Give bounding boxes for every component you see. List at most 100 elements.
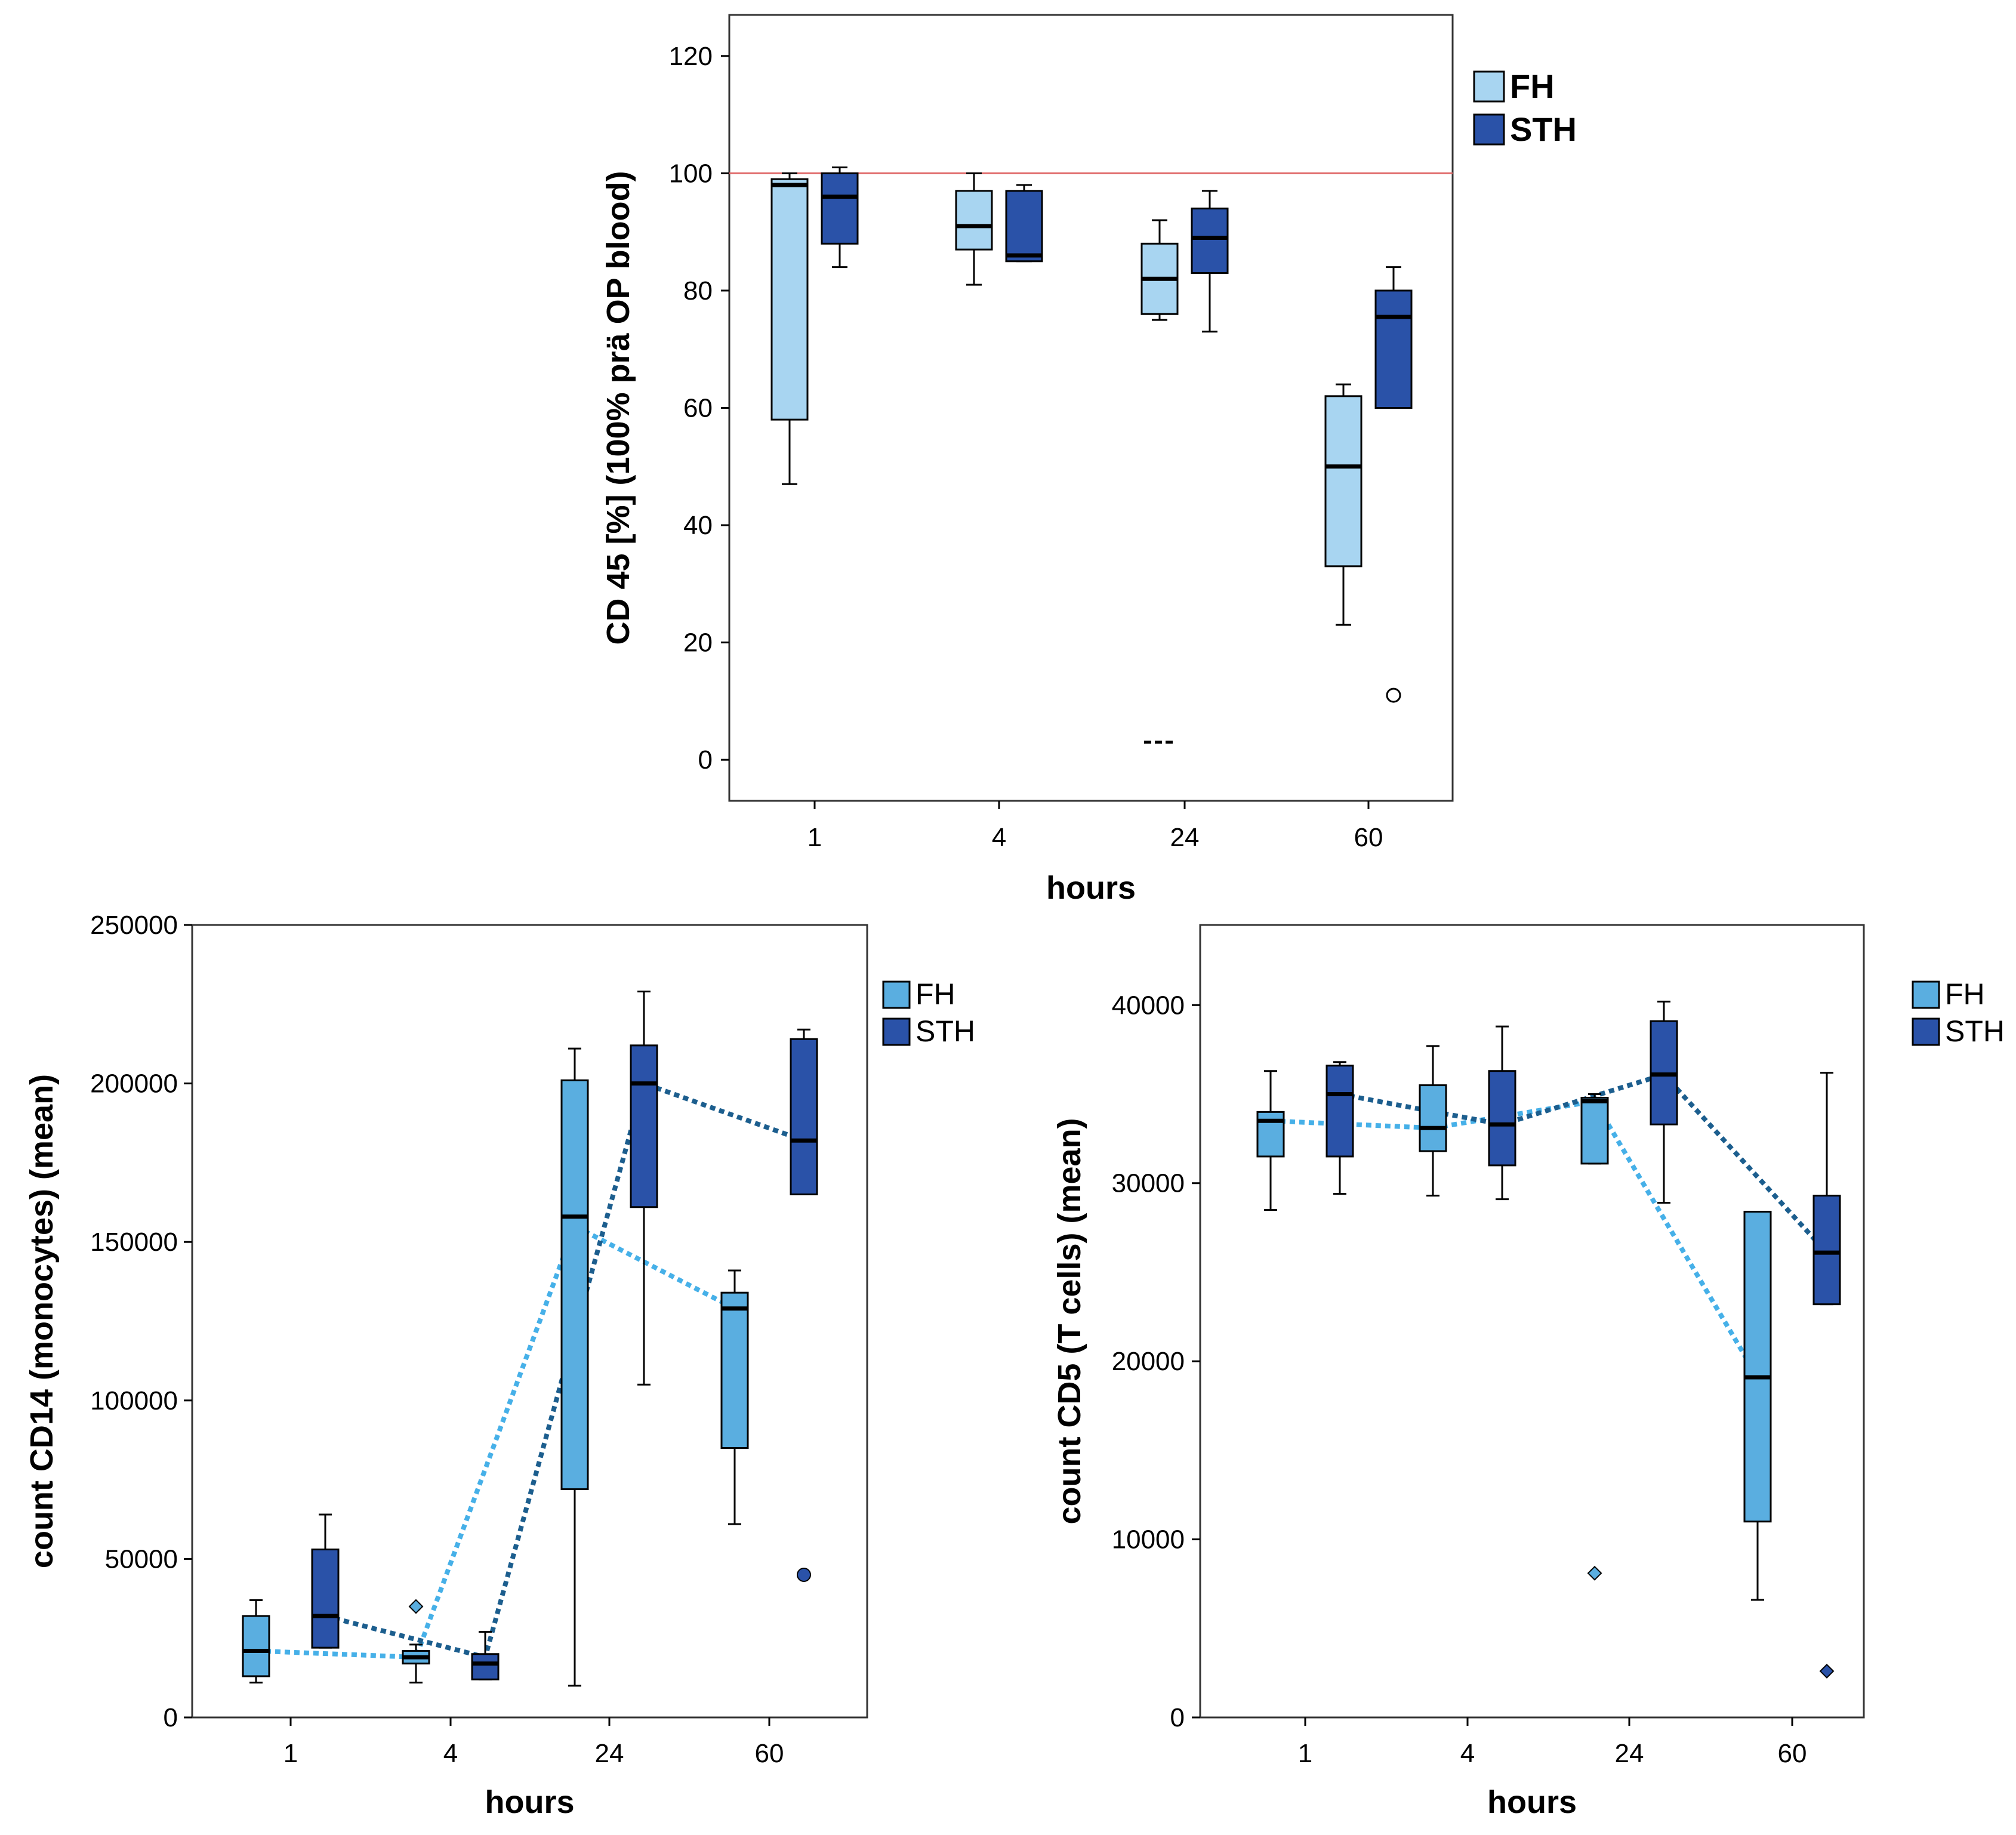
box-sth-4h <box>1488 1025 1516 1201</box>
box-body <box>1488 1070 1516 1167</box>
box-body <box>955 190 993 251</box>
x-tick-label: 60 <box>1778 1739 1807 1768</box>
box-body <box>1256 1111 1285 1158</box>
x-tick-label: 60 <box>755 1739 784 1768</box>
legend-label-fh: FH <box>1945 977 1985 1011</box>
box-body <box>1191 207 1229 274</box>
legend-label-sth: STH <box>1945 1014 2005 1048</box>
outlier-marker <box>1587 1565 1602 1581</box>
series-fh <box>1256 1045 1772 1601</box>
y-tick-label: 20 <box>683 628 713 658</box>
box-body <box>790 1038 818 1196</box>
x-tick-label: 4 <box>1460 1739 1475 1768</box>
box-sth-60h <box>790 1028 818 1196</box>
outlier-marker <box>1819 1663 1835 1679</box>
box-fh-60h <box>720 1269 749 1525</box>
chart-3: 0 10000 20000 30000 40000 1 4 24 60 hours count CD… <box>1052 924 2005 1820</box>
box-fh-60h <box>1743 1210 1772 1601</box>
y-tick-label: 100 <box>669 159 713 188</box>
legend-swatch-fh <box>882 980 911 1009</box>
y-tick-label: 30000 <box>1112 1169 1185 1198</box>
y-tick-label: 100000 <box>90 1386 178 1415</box>
x-tick-label: 24 <box>1170 823 1200 852</box>
y-axis-title: count CD14 (monocytes) (mean) <box>24 1074 60 1568</box>
box-sth-60h <box>1374 266 1413 409</box>
box-body <box>560 1079 589 1491</box>
x-tick-label: 1 <box>283 1739 298 1768</box>
box-body <box>1374 289 1413 409</box>
box-sth-60h <box>1812 1072 1841 1306</box>
box-sth-24h <box>1650 1000 1678 1204</box>
box-fh-24h <box>560 1047 589 1687</box>
x-tick-label: 60 <box>1354 823 1383 852</box>
legend-swatch-sth <box>882 1017 911 1046</box>
box-body <box>630 1044 658 1208</box>
box-body <box>1005 190 1043 263</box>
y-tick-label: 40 <box>683 511 713 540</box>
box-body <box>1580 1096 1609 1165</box>
y-tick-label: 200000 <box>90 1069 178 1099</box>
y-tick-label: 80 <box>683 276 713 306</box>
y-tick-label: 250000 <box>90 911 178 940</box>
series-fh <box>770 172 1363 744</box>
box-fh-4h <box>1419 1045 1447 1197</box>
box-fh-24h <box>1580 1093 1609 1165</box>
series-sth <box>1325 1000 1841 1679</box>
box-sth-1h <box>821 166 859 269</box>
series-sth <box>311 991 818 1680</box>
series-fh <box>242 1047 749 1687</box>
box-fh-4h <box>402 1643 430 1684</box>
y-axis-title: count CD5 (T cells) (mean) <box>1052 1118 1087 1524</box>
y-tick-label: 20000 <box>1112 1347 1185 1376</box>
outlier-marker <box>797 1567 811 1582</box>
chart-2: 0 50000 100000 150000 200000 250000 1 4 24 60 hour… <box>24 911 975 1820</box>
y-tick-label: 10000 <box>1112 1525 1185 1555</box>
y-tick-label: 40000 <box>1112 991 1185 1020</box>
y-tick-label: 150000 <box>90 1228 178 1257</box>
outlier-marker <box>1386 687 1401 703</box>
legend-swatch-fh <box>1912 980 1940 1009</box>
box-body <box>1324 395 1363 568</box>
x-axis-title: hours <box>1046 870 1136 906</box>
box-body <box>242 1615 270 1677</box>
box-body <box>720 1291 749 1449</box>
box-body <box>311 1548 340 1649</box>
legend-label-sth: STH <box>1510 110 1577 148</box>
box-fh-1h <box>770 172 809 485</box>
box-body <box>1325 1065 1354 1158</box>
box-sth-24h <box>630 991 658 1386</box>
y-tick-label: 0 <box>698 745 713 775</box>
box-body <box>821 172 859 245</box>
box-fh-1h <box>242 1599 270 1684</box>
x-tick-label: 1 <box>807 823 822 852</box>
box-sth-24h <box>1191 190 1229 333</box>
box-body <box>471 1653 500 1680</box>
x-tick-label: 4 <box>443 1739 458 1768</box>
box-sth-4h <box>471 1631 500 1680</box>
box-body <box>770 178 809 421</box>
box-body <box>1812 1195 1841 1306</box>
y-tick-label: 120 <box>669 42 713 71</box>
legend-swatch-sth <box>1473 113 1505 146</box>
box-sth-1h <box>1325 1061 1354 1195</box>
x-axis-title: hours <box>485 1784 574 1820</box>
plot-frame <box>191 924 868 1719</box>
y-tick-label: 50000 <box>105 1544 178 1574</box>
box-sth-4h <box>1005 184 1043 263</box>
trend-line-fh <box>255 1223 736 1660</box>
box-body <box>1419 1084 1447 1152</box>
legend-label-sth: STH <box>915 1014 975 1048</box>
x-axis-title: hours <box>1487 1784 1577 1820</box>
y-tick-label: 0 <box>1170 1703 1185 1732</box>
legend-swatch-fh <box>1473 70 1505 103</box>
y-axis-title: CD 45 [%] (100% prä OP blood) <box>600 171 636 644</box>
series-sth <box>821 166 1413 703</box>
x-tick-label: 24 <box>1615 1739 1644 1768</box>
x-tick-label: 1 <box>1298 1739 1312 1768</box>
box-body <box>1743 1210 1772 1523</box>
x-tick-label: 24 <box>595 1739 624 1768</box>
legend-swatch-sth <box>1912 1017 1940 1046</box>
